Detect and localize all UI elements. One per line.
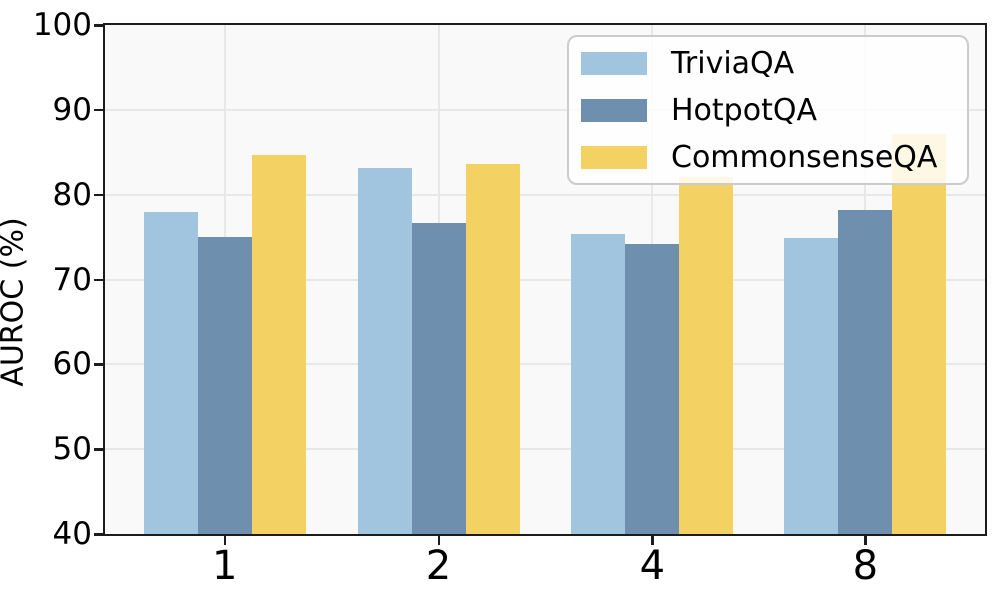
gridline-y-80: [105, 193, 985, 196]
x-tick-label-8: 8: [852, 543, 879, 589]
y-tick-mark-40: [94, 533, 103, 536]
x-tick-mark-1: [223, 536, 227, 545]
legend: TriviaQA HotpotQA CommonsenseQA: [567, 35, 969, 185]
legend-swatch: [581, 52, 647, 75]
bar-triviaqa-x2: [357, 168, 412, 534]
bar-hotpotqa-x1: [197, 237, 252, 534]
bar-triviaqa-x8: [784, 237, 839, 534]
bar-commonsenseqa-x1: [251, 154, 306, 534]
legend-item-triviaqa: TriviaQA: [581, 40, 967, 87]
y-tick-mark-100: [94, 24, 103, 27]
y-tick-label-80: 80: [52, 176, 92, 213]
bar-commonsenseqa-x2: [465, 164, 520, 534]
bar-hotpotqa-x8: [838, 209, 893, 534]
y-tick-mark-90: [94, 108, 103, 112]
y-tick-label-100: 100: [32, 7, 92, 43]
bar-hotpotqa-x2: [411, 222, 466, 534]
plot-area: TriviaQA HotpotQA CommonsenseQA: [103, 23, 987, 536]
bar-hotpotqa-x4: [625, 243, 680, 534]
x-tick-mark-4: [651, 536, 654, 545]
legend-item-commonsenseqa: CommonsenseQA: [581, 134, 967, 181]
bar-commonsenseqa-x4: [679, 176, 734, 534]
y-tick-mark-50: [94, 448, 103, 451]
gridline-y-50: [105, 448, 985, 451]
bar-triviaqa-x4: [571, 233, 626, 534]
y-tick-label-70: 70: [52, 261, 92, 298]
y-tick-mark-80: [94, 193, 103, 197]
x-tick-label-4: 4: [639, 543, 666, 589]
y-tick-mark-70: [94, 278, 103, 281]
gridline-y-60: [105, 363, 985, 366]
legend-label: HotpotQA: [671, 92, 817, 128]
legend-swatch: [581, 99, 647, 122]
x-tick-label-2: 2: [425, 543, 452, 589]
bar-commonsenseqa-x8: [892, 134, 947, 534]
y-tick-label-40: 40: [52, 516, 92, 552]
y-tick-label-60: 60: [52, 346, 92, 383]
y-tick-label-50: 50: [52, 431, 92, 468]
x-tick-label-1: 1: [211, 543, 238, 589]
gridline-y-90: [105, 108, 985, 111]
legend-swatch: [581, 146, 647, 169]
x-tick-mark-8: [864, 536, 867, 545]
legend-label: CommonsenseQA: [671, 139, 938, 175]
y-tick-label-90: 90: [52, 91, 92, 128]
legend-label: TriviaQA: [671, 45, 795, 81]
y-tick-mark-60: [94, 363, 103, 366]
bars-layer: [105, 25, 985, 534]
bar-triviaqa-x1: [143, 211, 198, 534]
legend-item-hotpotqa: HotpotQA: [581, 87, 967, 134]
x-tick-mark-2: [437, 536, 441, 545]
gridline-y-70: [105, 278, 985, 281]
